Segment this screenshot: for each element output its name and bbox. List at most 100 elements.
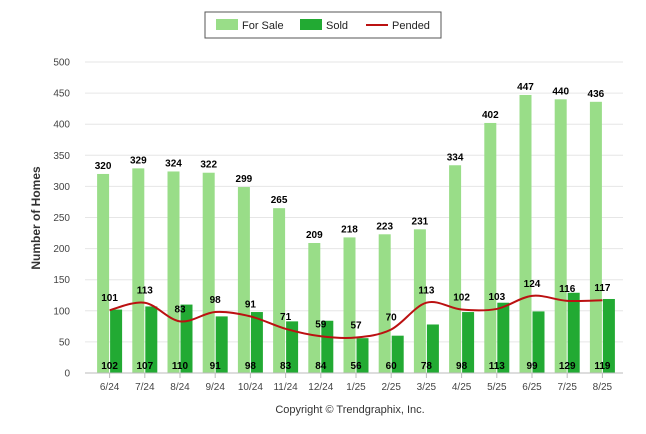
data-label-sold: 83 <box>280 361 292 372</box>
y-tick-label: 100 <box>53 306 70 317</box>
legend-swatch-sold <box>300 19 322 30</box>
y-tick-label: 50 <box>59 337 71 348</box>
data-label-pended: 102 <box>453 293 470 304</box>
copyright-text: Copyright © Trendgraphix, Inc. <box>275 404 424 416</box>
data-label-for-sale: 231 <box>412 216 429 227</box>
x-tick-label: 1/25 <box>346 382 366 393</box>
data-label-pended: 70 <box>386 312 398 323</box>
data-label-sold: 102 <box>101 361 118 372</box>
bar-for-sale <box>97 173 110 373</box>
bars <box>97 94 615 374</box>
data-label-sold: 98 <box>245 361 257 372</box>
data-label-for-sale: 218 <box>341 224 358 235</box>
x-tick-label: 8/25 <box>593 382 613 393</box>
x-tick-label: 2/25 <box>381 382 401 393</box>
data-label-pended: 71 <box>280 312 292 323</box>
x-tick-label: 12/24 <box>308 382 333 393</box>
bar-for-sale <box>413 229 426 373</box>
x-tick-label: 3/25 <box>417 382 437 393</box>
data-label-pended: 116 <box>559 284 576 295</box>
data-label-for-sale: 440 <box>552 86 569 97</box>
bar-sold <box>356 338 369 373</box>
y-tick-label: 400 <box>53 120 70 131</box>
y-tick-label: 200 <box>53 244 70 255</box>
legend-box <box>204 11 442 39</box>
data-label-pended: 103 <box>488 292 505 303</box>
bar-sold <box>286 321 299 373</box>
y-axis-ticks: 0 50 100 150 200 250 300 350 400 450 500 <box>53 58 70 380</box>
data-label-sold: 98 <box>456 361 468 372</box>
data-label-for-sale: 322 <box>200 160 217 171</box>
bar-for-sale <box>449 165 462 373</box>
x-tick-label: 8/24 <box>170 382 190 393</box>
data-label-sold: 119 <box>594 361 611 372</box>
bar-for-sale <box>519 94 532 373</box>
data-label-pended: 59 <box>315 319 327 330</box>
bar-for-sale <box>378 234 391 373</box>
bar-sold <box>321 320 334 373</box>
y-tick-label: 300 <box>53 182 70 193</box>
bar-sold <box>426 324 439 373</box>
data-label-sold: 84 <box>315 361 327 372</box>
data-label-pended: 91 <box>245 299 257 310</box>
pended-series-line <box>109 294 603 340</box>
bar-sold <box>567 292 580 373</box>
x-tick-label: 5/25 <box>487 382 507 393</box>
x-tick-label: 4/25 <box>452 382 472 393</box>
data-label-sold: 129 <box>559 361 576 372</box>
data-label-for-sale: 402 <box>482 110 499 121</box>
x-tick-label: 7/24 <box>135 382 155 393</box>
bar-sold <box>532 311 545 373</box>
x-tick-label: 6/24 <box>100 382 120 393</box>
pended-line <box>109 294 603 340</box>
bar-sold <box>497 302 510 373</box>
bar-sold <box>391 335 404 373</box>
data-label-sold: 107 <box>136 361 153 372</box>
bar-for-sale <box>273 208 286 373</box>
data-label-for-sale: 334 <box>447 152 464 163</box>
data-label-for-sale: 299 <box>236 174 253 185</box>
data-label-for-sale: 436 <box>588 89 605 100</box>
y-tick-label: 150 <box>53 275 70 286</box>
data-label-sold: 78 <box>421 361 433 372</box>
data-label-pended: 98 <box>210 295 222 306</box>
bar-sold <box>602 298 615 373</box>
x-tick-label: 6/25 <box>522 382 542 393</box>
bar-for-sale <box>554 99 567 373</box>
data-label-for-sale: 209 <box>306 230 323 241</box>
bar-for-sale <box>132 168 145 373</box>
data-label-pended: 83 <box>174 304 186 315</box>
data-label-for-sale: 320 <box>95 161 112 172</box>
bar-for-sale <box>167 171 180 373</box>
x-tick-label: 10/24 <box>238 382 263 393</box>
data-label-sold: 113 <box>489 361 506 372</box>
data-label-for-sale: 447 <box>517 82 534 93</box>
data-label-for-sale: 324 <box>165 158 182 169</box>
bar-for-sale <box>202 172 215 373</box>
data-label-for-sale: 223 <box>376 221 393 232</box>
y-tick-label: 250 <box>53 213 70 224</box>
data-label-sold: 110 <box>172 361 189 372</box>
bar-sold <box>145 306 158 373</box>
x-tick-label: 9/24 <box>205 382 225 393</box>
bar-for-sale <box>589 101 602 374</box>
data-label-sold: 99 <box>526 361 538 372</box>
bar-for-sale <box>484 122 497 374</box>
y-tick-label: 0 <box>64 369 70 380</box>
legend-swatch-for-sale <box>216 19 238 30</box>
data-label-pended: 117 <box>594 283 611 294</box>
x-tick-label: 11/24 <box>273 382 298 393</box>
data-label-for-sale: 265 <box>271 195 288 206</box>
bar-sold <box>462 312 475 373</box>
data-label-sold: 60 <box>386 361 398 372</box>
y-tick-label: 450 <box>53 89 70 100</box>
bar-sold <box>110 309 123 373</box>
data-label-pended: 124 <box>524 279 541 290</box>
bar-for-sale <box>343 237 356 373</box>
data-label-sold: 56 <box>350 361 362 372</box>
bar-sold <box>250 312 263 373</box>
data-label-pended: 57 <box>350 321 362 332</box>
bar-for-sale <box>308 243 321 373</box>
legend-label-for-sale: For Sale <box>242 20 284 32</box>
bar-sold <box>215 316 228 373</box>
